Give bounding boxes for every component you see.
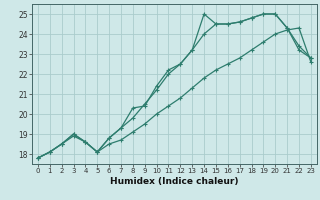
X-axis label: Humidex (Indice chaleur): Humidex (Indice chaleur) [110, 177, 239, 186]
